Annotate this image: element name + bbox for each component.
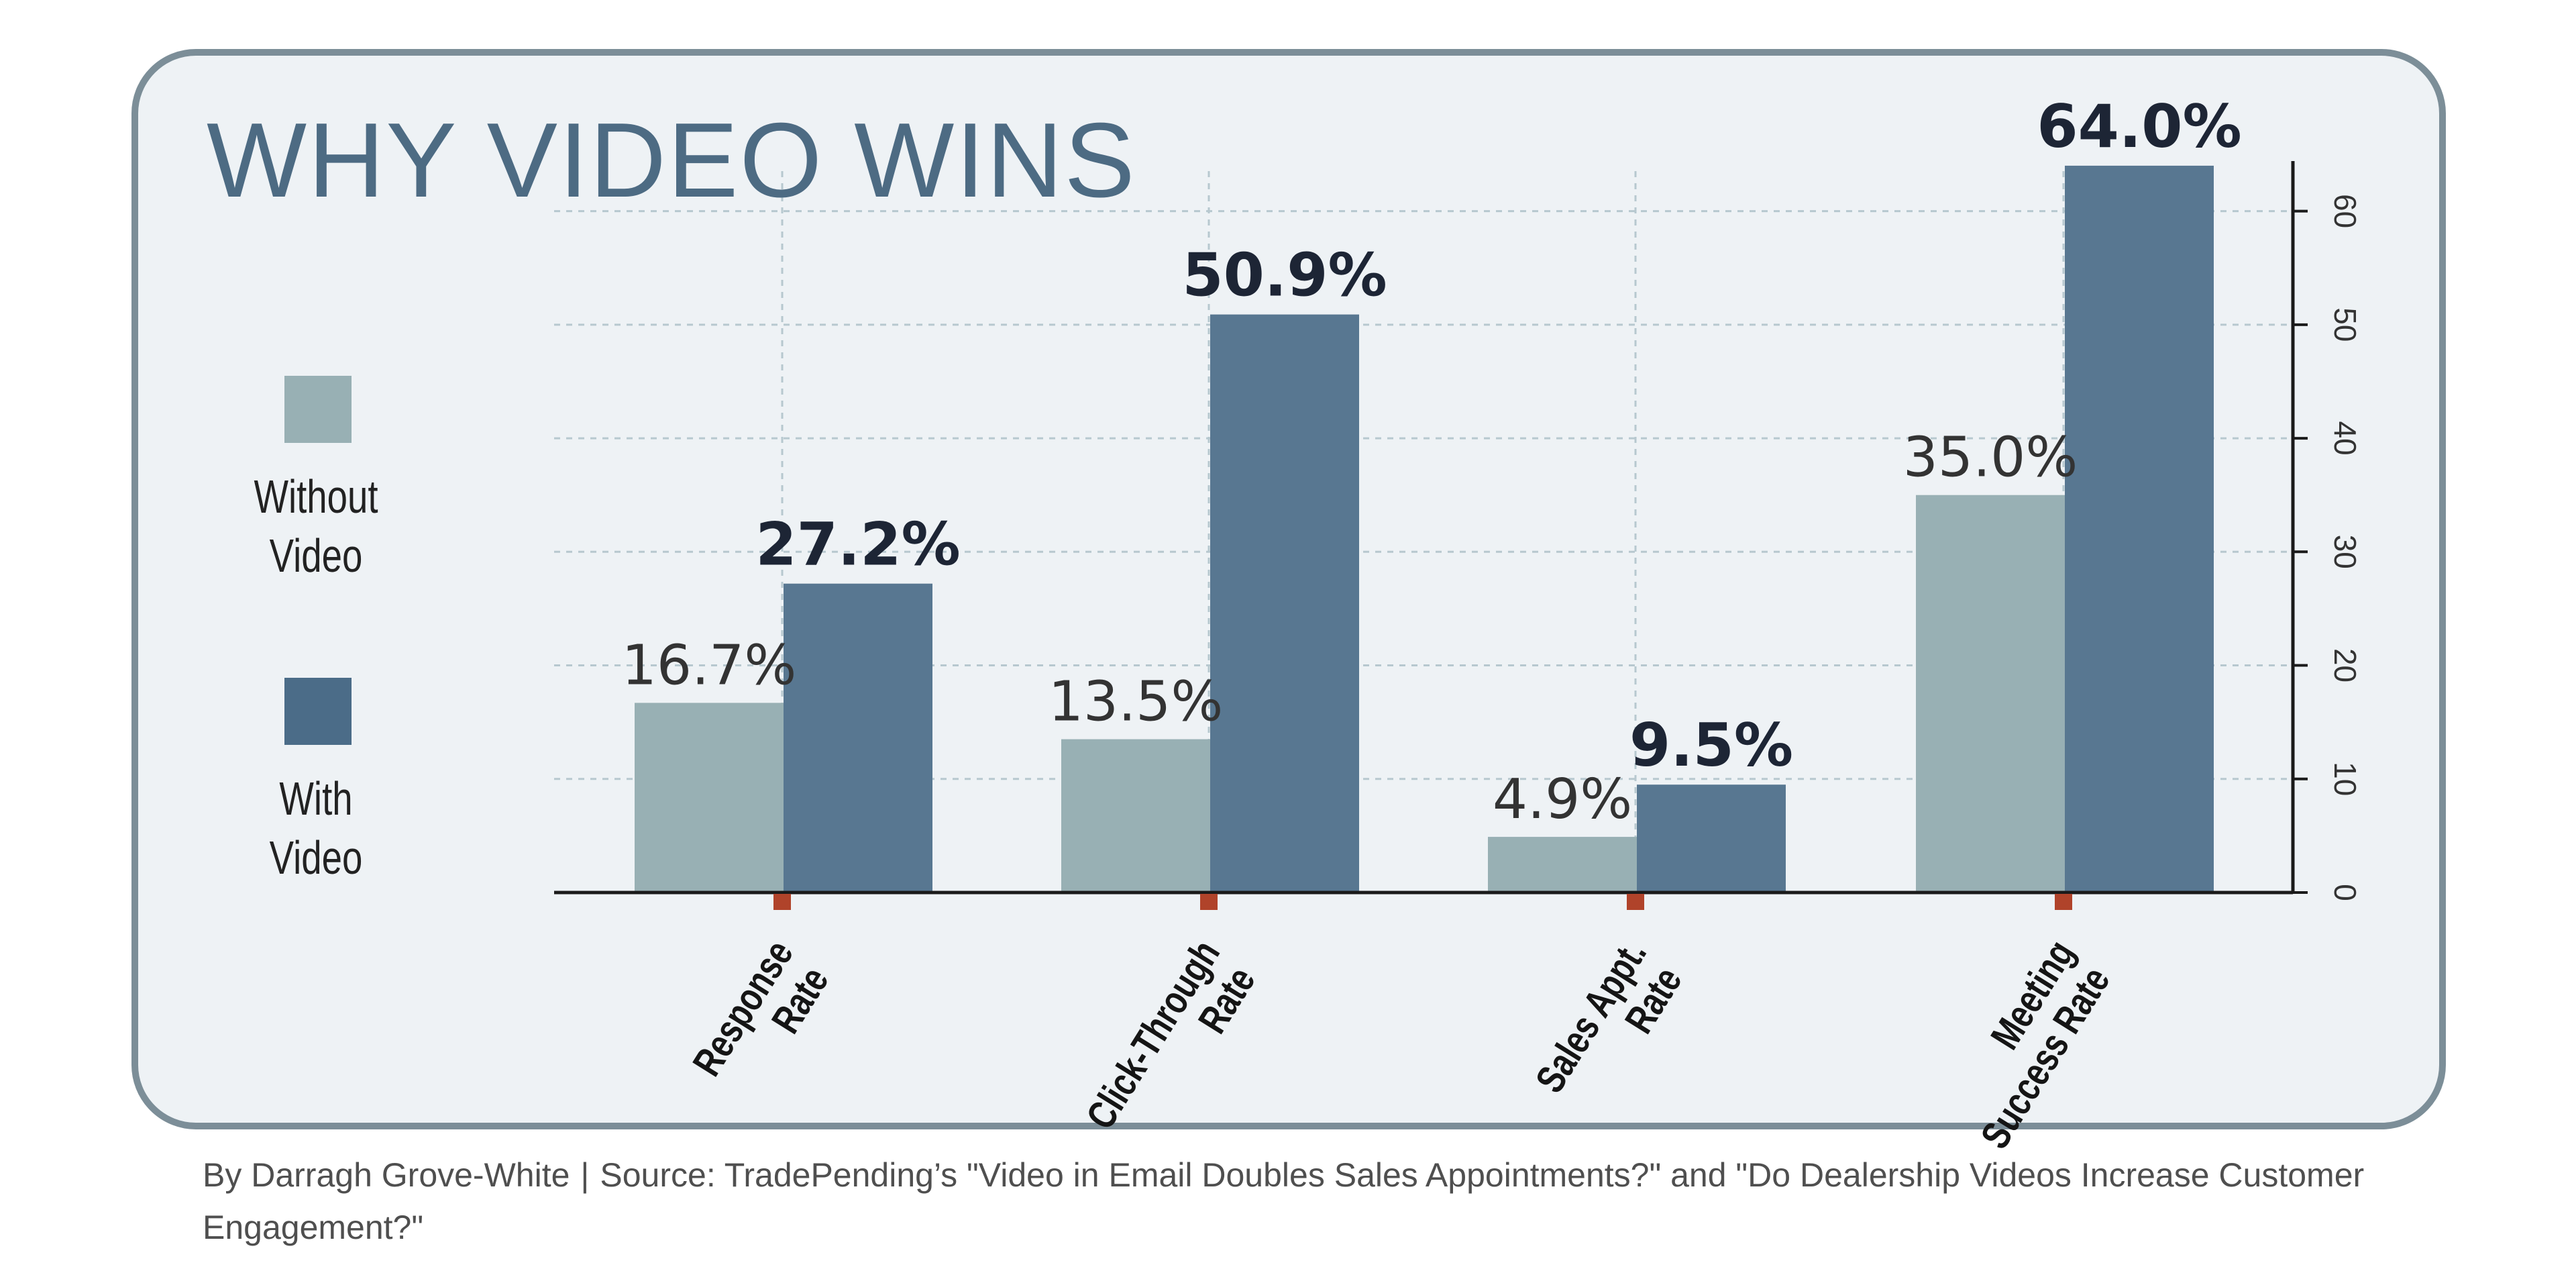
category-label-line: Click-Through bbox=[1078, 933, 1229, 1137]
bar-without-video bbox=[1488, 837, 1637, 893]
y-tick-label: 50 bbox=[2328, 307, 2363, 342]
data-label-with-video: 64.0% bbox=[2037, 92, 2241, 161]
category-tick-marker bbox=[773, 894, 791, 910]
legend-label-with-line2: Video bbox=[269, 831, 363, 884]
legend-label-with-line1: With bbox=[279, 772, 353, 825]
bar-without-video bbox=[1916, 495, 2065, 893]
legend-label-without-line2: Video bbox=[269, 529, 363, 582]
footer-credits: By Darragh Grove-White | Source: TradePend… bbox=[203, 1149, 2483, 1254]
category-tick-marker bbox=[1627, 894, 1644, 910]
bar-with-video bbox=[2065, 165, 2214, 893]
footer-byline: By Darragh Grove-White bbox=[203, 1156, 570, 1194]
footer-source: Source: TradePending’s "Video in Email D… bbox=[203, 1156, 2365, 1246]
y-tick-label: 0 bbox=[2328, 884, 2363, 901]
bar-with-video bbox=[1210, 314, 1359, 893]
data-label-without-video: 13.5% bbox=[1049, 670, 1224, 734]
data-label-with-video: 27.2% bbox=[755, 510, 960, 579]
data-label-without-video: 35.0% bbox=[1903, 426, 2078, 490]
footer-separator: | bbox=[580, 1156, 590, 1194]
y-tick-label: 10 bbox=[2328, 762, 2363, 796]
legend-label-with-video: With Video bbox=[248, 769, 384, 887]
y-tick-label: 30 bbox=[2328, 535, 2363, 569]
bar-without-video bbox=[1061, 739, 1210, 893]
y-tick-label: 40 bbox=[2328, 421, 2363, 455]
data-label-without-video: 16.7% bbox=[622, 633, 797, 697]
data-label-with-video: 9.5% bbox=[1629, 711, 1793, 780]
data-label-without-video: 4.9% bbox=[1493, 768, 1632, 831]
category-label: Sales Appt.Rate bbox=[1527, 933, 1690, 1101]
category-tick-marker bbox=[1200, 894, 1218, 910]
bar-with-video bbox=[1637, 784, 1786, 893]
bar-without-video bbox=[635, 703, 784, 893]
legend-swatch-with-video bbox=[284, 678, 352, 745]
legend-label-without-line1: Without bbox=[254, 470, 378, 523]
legend-swatch-without-video bbox=[284, 376, 352, 443]
y-tick-label: 60 bbox=[2328, 194, 2363, 228]
chart-title: WHY VIDEO WINS bbox=[207, 101, 1136, 219]
bar-with-video bbox=[784, 583, 932, 893]
legend-label-without-video: Without Video bbox=[248, 467, 384, 585]
y-tick-label: 20 bbox=[2328, 648, 2363, 682]
category-tick-marker bbox=[2055, 894, 2072, 910]
data-label-with-video: 50.9% bbox=[1182, 241, 1387, 310]
